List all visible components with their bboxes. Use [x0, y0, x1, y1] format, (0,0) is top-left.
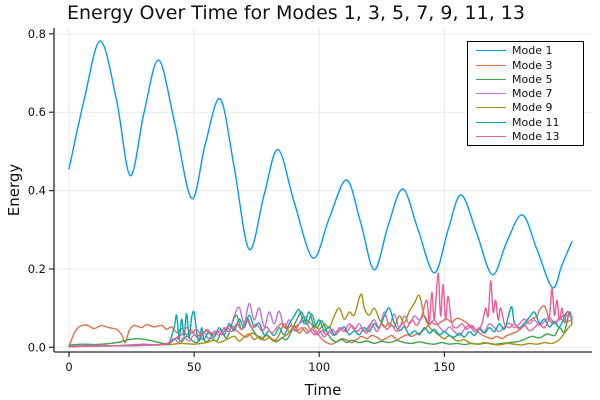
legend-entry-label: Mode 5: [512, 72, 553, 86]
legend-entry-mode-9: Mode 9: [468, 101, 583, 114]
y-tick-label: 0.0: [28, 340, 46, 354]
legend-entry-label: Mode 11: [512, 115, 560, 129]
y-tick-label: 0.6: [28, 105, 46, 119]
legend-line-swatch: [476, 135, 506, 137]
legend-entry-mode-13: Mode 13: [468, 130, 583, 143]
chart-title: Energy Over Time for Modes 1, 3, 5, 7, 9…: [67, 2, 525, 24]
legend-entry-label: Mode 7: [512, 87, 553, 100]
legend-entry-label: Mode 3: [512, 58, 553, 72]
x-axis-label: Time: [304, 381, 342, 399]
series-line-mode-1: [68, 40, 573, 289]
legend-entry-mode-5: Mode 5: [468, 73, 583, 86]
legend-entry-mode-3: Mode 3: [468, 59, 583, 72]
legend-entry-label: Mode 13: [512, 129, 560, 143]
legend-line-swatch: [476, 78, 506, 80]
y-tick-label: 0.8: [28, 27, 46, 41]
series-line-mode-9: [68, 293, 573, 348]
x-tick-label: 50: [187, 360, 202, 374]
legend-line-swatch: [476, 107, 506, 109]
legend-line-swatch: [476, 50, 506, 52]
legend-entry-label: Mode 9: [512, 101, 553, 115]
legend-line-swatch: [476, 64, 506, 66]
legend-line-swatch: [476, 121, 506, 123]
x-tick-label: 150: [433, 360, 455, 374]
series-line-mode-13: [68, 272, 573, 348]
legend-entry-mode-7: Mode 7: [468, 87, 583, 100]
legend-entry-mode-11: Mode 11: [468, 116, 583, 129]
x-tick-label: 100: [308, 360, 330, 374]
series-line-mode-11: [68, 306, 573, 348]
legend-entry-mode-1: Mode 1: [468, 44, 583, 57]
y-tick-label: 0.4: [28, 184, 46, 198]
x-tick-label: 0: [65, 360, 72, 374]
series-line-mode-3: [68, 305, 573, 348]
y-tick-label: 0.2: [28, 262, 46, 276]
legend-box: Mode 1 Mode 3 Mode 5 Mode 7 Mode 9 Mode 11 Mod…: [467, 41, 584, 146]
y-axis-label: Energy: [5, 163, 23, 217]
legend-entry-label: Mode 1: [512, 44, 553, 58]
legend-line-swatch: [476, 93, 506, 94]
